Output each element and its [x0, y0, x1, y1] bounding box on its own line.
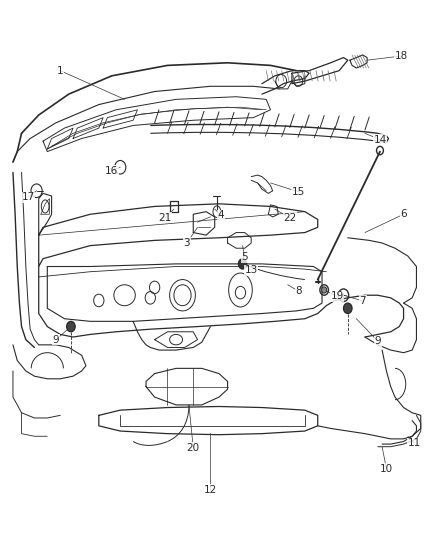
Text: 19: 19 [330, 291, 344, 301]
Text: 16: 16 [105, 166, 118, 176]
Text: 21: 21 [159, 213, 172, 223]
Text: 6: 6 [400, 209, 407, 219]
Text: 5: 5 [241, 252, 248, 262]
Text: 10: 10 [380, 464, 393, 474]
Text: 8: 8 [295, 286, 302, 296]
Text: 22: 22 [283, 213, 297, 223]
Text: 20: 20 [187, 443, 200, 453]
Circle shape [238, 259, 247, 269]
Text: 1: 1 [57, 66, 64, 76]
Text: 14: 14 [373, 134, 387, 144]
Text: 17: 17 [21, 192, 35, 202]
Text: 15: 15 [292, 187, 305, 197]
Text: 4: 4 [218, 211, 224, 220]
Circle shape [343, 303, 352, 313]
Text: 7: 7 [360, 296, 366, 306]
Circle shape [321, 287, 327, 293]
Text: 9: 9 [53, 335, 59, 345]
Text: 9: 9 [374, 336, 381, 346]
Text: 3: 3 [184, 238, 190, 248]
Text: 18: 18 [395, 51, 408, 61]
Text: 11: 11 [408, 438, 421, 448]
Circle shape [67, 321, 75, 332]
Text: 12: 12 [204, 484, 217, 495]
Text: 13: 13 [244, 265, 258, 275]
